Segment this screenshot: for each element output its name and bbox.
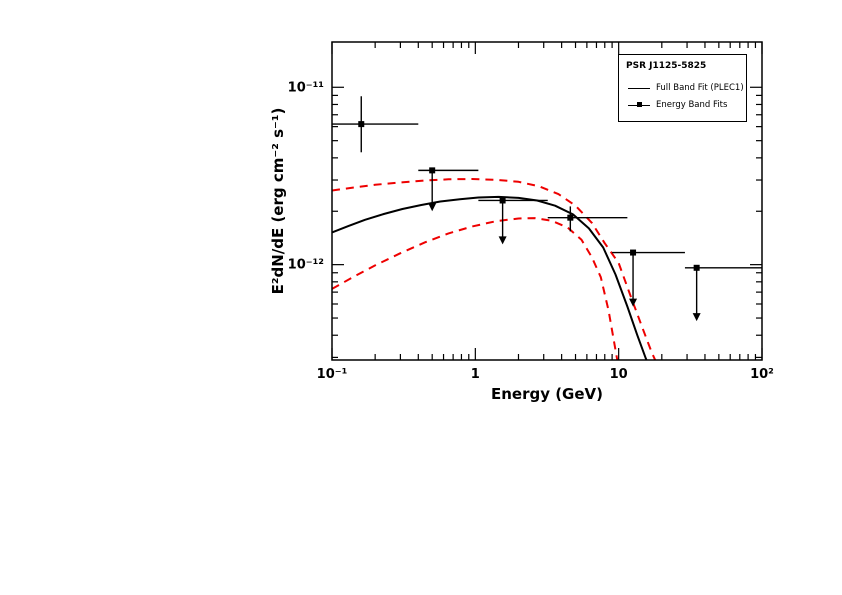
y-tick-label: 10⁻¹² xyxy=(288,258,324,273)
measured-point xyxy=(547,206,628,232)
square-marker-sample xyxy=(626,99,652,111)
upper-limit-point xyxy=(478,197,548,245)
y-axis-title: E²dN/dE (erg cm⁻² s⁻¹) xyxy=(269,108,287,295)
x-tick-label: 1 xyxy=(471,367,480,382)
square-marker xyxy=(630,249,637,256)
legend-entry-label: Full Band Fit (PLEC1) xyxy=(656,82,744,93)
square-marker xyxy=(499,197,506,204)
confidence-band-upper xyxy=(332,178,657,360)
upper-limit-point xyxy=(684,264,762,322)
x-tick-label: 10² xyxy=(750,367,774,382)
square-marker xyxy=(358,121,365,128)
y-tick-label: 10⁻¹¹ xyxy=(288,80,324,95)
confidence-band-lower xyxy=(332,217,619,360)
line-sample-icon xyxy=(628,87,650,89)
square-marker xyxy=(567,214,574,221)
upper-limit-arrow-head xyxy=(629,298,638,307)
x-tick-label: 10⁻¹ xyxy=(317,367,348,382)
square-marker xyxy=(429,167,436,174)
upper-limit-arrow-head xyxy=(428,203,437,212)
square-marker xyxy=(693,264,700,271)
legend-box: PSR J1125-5825 Full Band Fit (PLEC1) Ene… xyxy=(618,54,747,122)
fit-line-sample xyxy=(626,82,652,94)
legend-entry-energy-band-fits: Energy Band Fits xyxy=(626,96,740,113)
upper-limit-arrow-head xyxy=(498,236,507,245)
fit-curve xyxy=(332,195,648,360)
x-axis-title: Energy (GeV) xyxy=(491,385,603,403)
legend-entry-label: Energy Band Fits xyxy=(656,99,728,110)
upper-limit-arrow-head xyxy=(692,313,701,322)
measured-point xyxy=(332,96,419,153)
upper-limit-point xyxy=(612,249,685,307)
plot-frame xyxy=(331,41,763,361)
legend-title: PSR J1125-5825 xyxy=(626,61,707,71)
x-tick-label: 10 xyxy=(610,367,628,382)
square-marker-icon xyxy=(636,102,642,107)
axis-ticks xyxy=(331,42,763,360)
legend-entry-full-band-fit: Full Band Fit (PLEC1) xyxy=(626,79,744,96)
upper-limit-point xyxy=(418,167,479,212)
